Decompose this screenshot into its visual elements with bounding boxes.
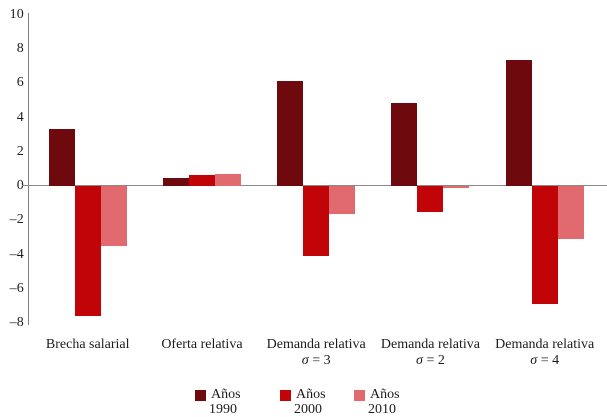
bar-años-2000-group3 (303, 186, 329, 256)
y-axis-tick-label: 6 (0, 74, 24, 91)
legend-label-line1: Años (370, 388, 400, 403)
y-axis-tick-label: 4 (0, 109, 24, 126)
sigma-symbol: σ (530, 353, 537, 368)
bar-años-1990-group5 (506, 60, 532, 186)
bar-años-1990-group4 (391, 103, 417, 186)
bar-años-1990-group2 (163, 178, 189, 186)
y-axis-tick-label: –2 (0, 211, 24, 228)
sigma-symbol: σ (416, 353, 423, 368)
bar-años-2010-group5 (558, 186, 584, 239)
y-axis-tick-label: 0 (0, 177, 24, 194)
legend-swatch-icon (280, 390, 291, 401)
bar-años-2010-group4 (443, 186, 469, 188)
y-axis-line (28, 13, 30, 325)
bar-años-1990-group1 (49, 129, 75, 186)
bar-años-2000-group4 (417, 186, 443, 212)
bar-años-2010-group1 (101, 186, 127, 246)
legend-swatch-icon (354, 390, 365, 401)
sigma-symbol: σ (302, 353, 309, 368)
legend-label-line1: Años (296, 388, 326, 403)
y-axis-tick-label: –6 (0, 280, 24, 297)
y-axis-tick-label: 2 (0, 143, 24, 160)
category-label-line: Demanda relativa (470, 337, 607, 353)
category-label-line: σ = 4 (470, 353, 607, 369)
legend-label-line1: Años (211, 388, 241, 403)
bar-años-2010-group3 (329, 186, 355, 213)
bar-años-2010-group2 (215, 174, 241, 186)
y-axis-tick-label: –8 (0, 314, 24, 331)
bar-años-2000-group1 (75, 186, 101, 316)
y-axis-tick-label: –4 (0, 246, 24, 263)
y-axis-tick-label: 10 (0, 6, 24, 23)
legend-swatch-icon (195, 390, 206, 401)
bar-años-2000-group2 (189, 175, 215, 186)
y-axis-tick-label: 8 (0, 40, 24, 57)
bar-años-1990-group3 (277, 81, 303, 186)
bar-años-2000-group5 (532, 186, 558, 304)
